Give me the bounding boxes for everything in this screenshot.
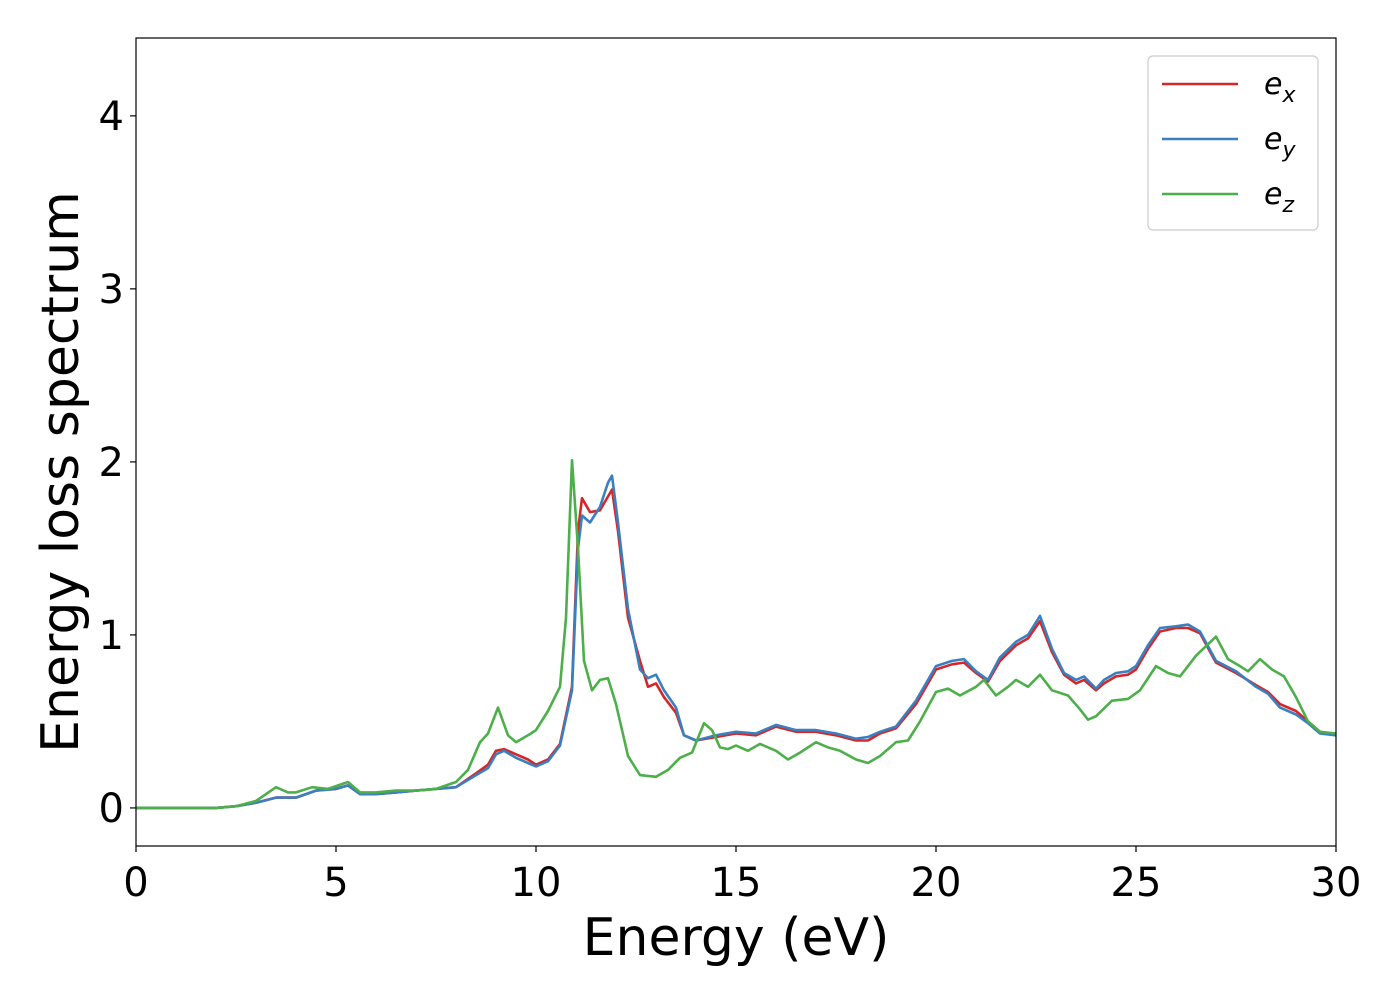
x-tick-label: 5 [323,860,348,906]
y-tick-label: 1 [99,613,124,659]
y-tick-label: 2 [99,440,124,486]
x-tick-label: 30 [1311,860,1362,906]
y-tick-label: 4 [99,94,124,140]
axis-ticks: 0 5 10 15 20 25 30 0 1 2 3 4 [99,94,1362,906]
series-line-z [136,458,1336,810]
x-tick-label: 20 [911,860,962,906]
x-tick-label: 15 [711,860,762,906]
y-tick-label: 3 [99,267,124,313]
x-tick-label: 25 [1111,860,1162,906]
legend: ex ey ez [1147,55,1319,231]
y-axis-title: Energy loss spectrum [31,191,91,753]
x-tick-label: 0 [123,860,148,906]
legend-label-x: ex [1264,67,1296,108]
y-tick-label: 0 [99,786,124,832]
series-lines [136,458,1336,810]
x-axis-title: Energy (eV) [583,908,890,968]
legend-box [1147,55,1319,231]
x-tick-label: 10 [511,860,562,906]
legend-label-y: ey [1264,122,1296,163]
legend-label-z: ez [1264,177,1294,218]
